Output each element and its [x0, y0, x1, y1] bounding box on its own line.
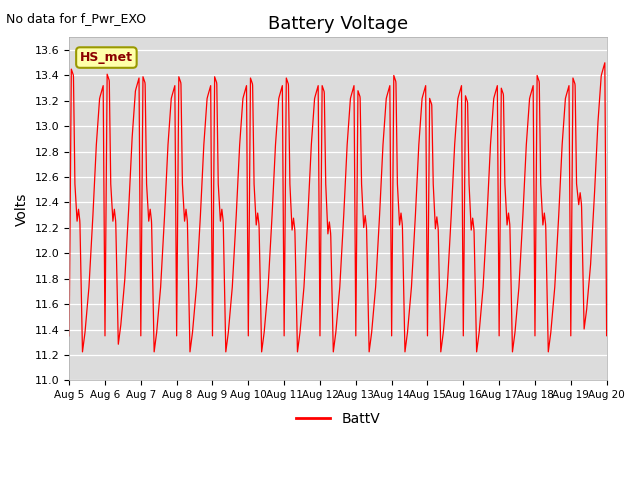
Text: No data for f_Pwr_EXO: No data for f_Pwr_EXO: [6, 12, 147, 25]
Y-axis label: Volts: Volts: [15, 192, 29, 226]
Legend: BattV: BattV: [290, 407, 386, 432]
Title: Battery Voltage: Battery Voltage: [268, 15, 408, 33]
Text: HS_met: HS_met: [80, 51, 133, 64]
